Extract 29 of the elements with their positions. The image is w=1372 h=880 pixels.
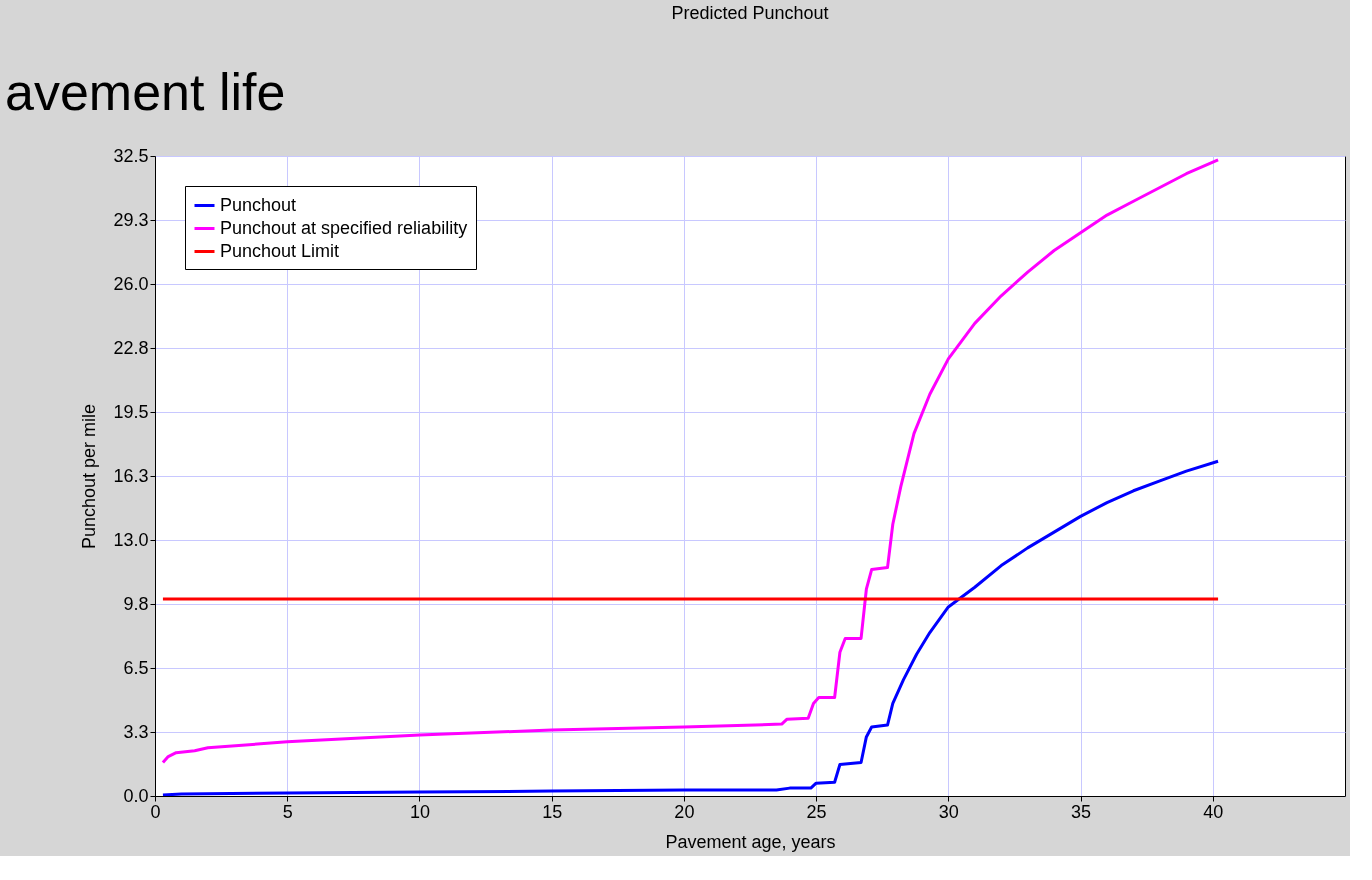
x-tick-label: 20 [674, 801, 695, 822]
text: avement life [5, 63, 286, 121]
y-tick-label: 6.5 [123, 657, 149, 678]
x-tick-label: 10 [409, 801, 430, 822]
y-tick-label: 19.5 [113, 401, 149, 422]
y-axis-title: Punchout per mile [79, 403, 100, 550]
y-tick-label: 0.0 [123, 785, 149, 806]
line-series [161, 158, 1220, 765]
y-tick-label: 16.3 [113, 465, 149, 486]
legend-label: Punchout Limit [220, 240, 340, 261]
line-series [161, 459, 1220, 796]
chart-title: Predicted Punchout [671, 3, 829, 23]
y-tick-label: 32.5 [113, 145, 149, 166]
y-tick-label: 13.0 [113, 529, 149, 550]
x-tick-label: 35 [1071, 801, 1092, 822]
x-tick-label: 15 [542, 801, 563, 822]
y-tick-label: 26.0 [113, 273, 149, 294]
y-tick-label: 22.8 [113, 337, 149, 358]
y-tick-label: 9.8 [123, 593, 149, 614]
legend-label: Punchout at specified reliability [220, 217, 468, 238]
x-tick-label: 5 [282, 801, 293, 822]
legend-label: Punchout [220, 194, 297, 215]
x-tick-label: 0 [150, 801, 161, 822]
x-axis-title: Pavement age, years [665, 831, 836, 852]
y-tick-label: 29.3 [113, 209, 149, 230]
x-tick-label: 25 [806, 801, 827, 822]
y-tick-label: 3.3 [123, 721, 149, 742]
x-tick-label: 30 [938, 801, 959, 822]
x-tick-label: 40 [1203, 801, 1224, 822]
